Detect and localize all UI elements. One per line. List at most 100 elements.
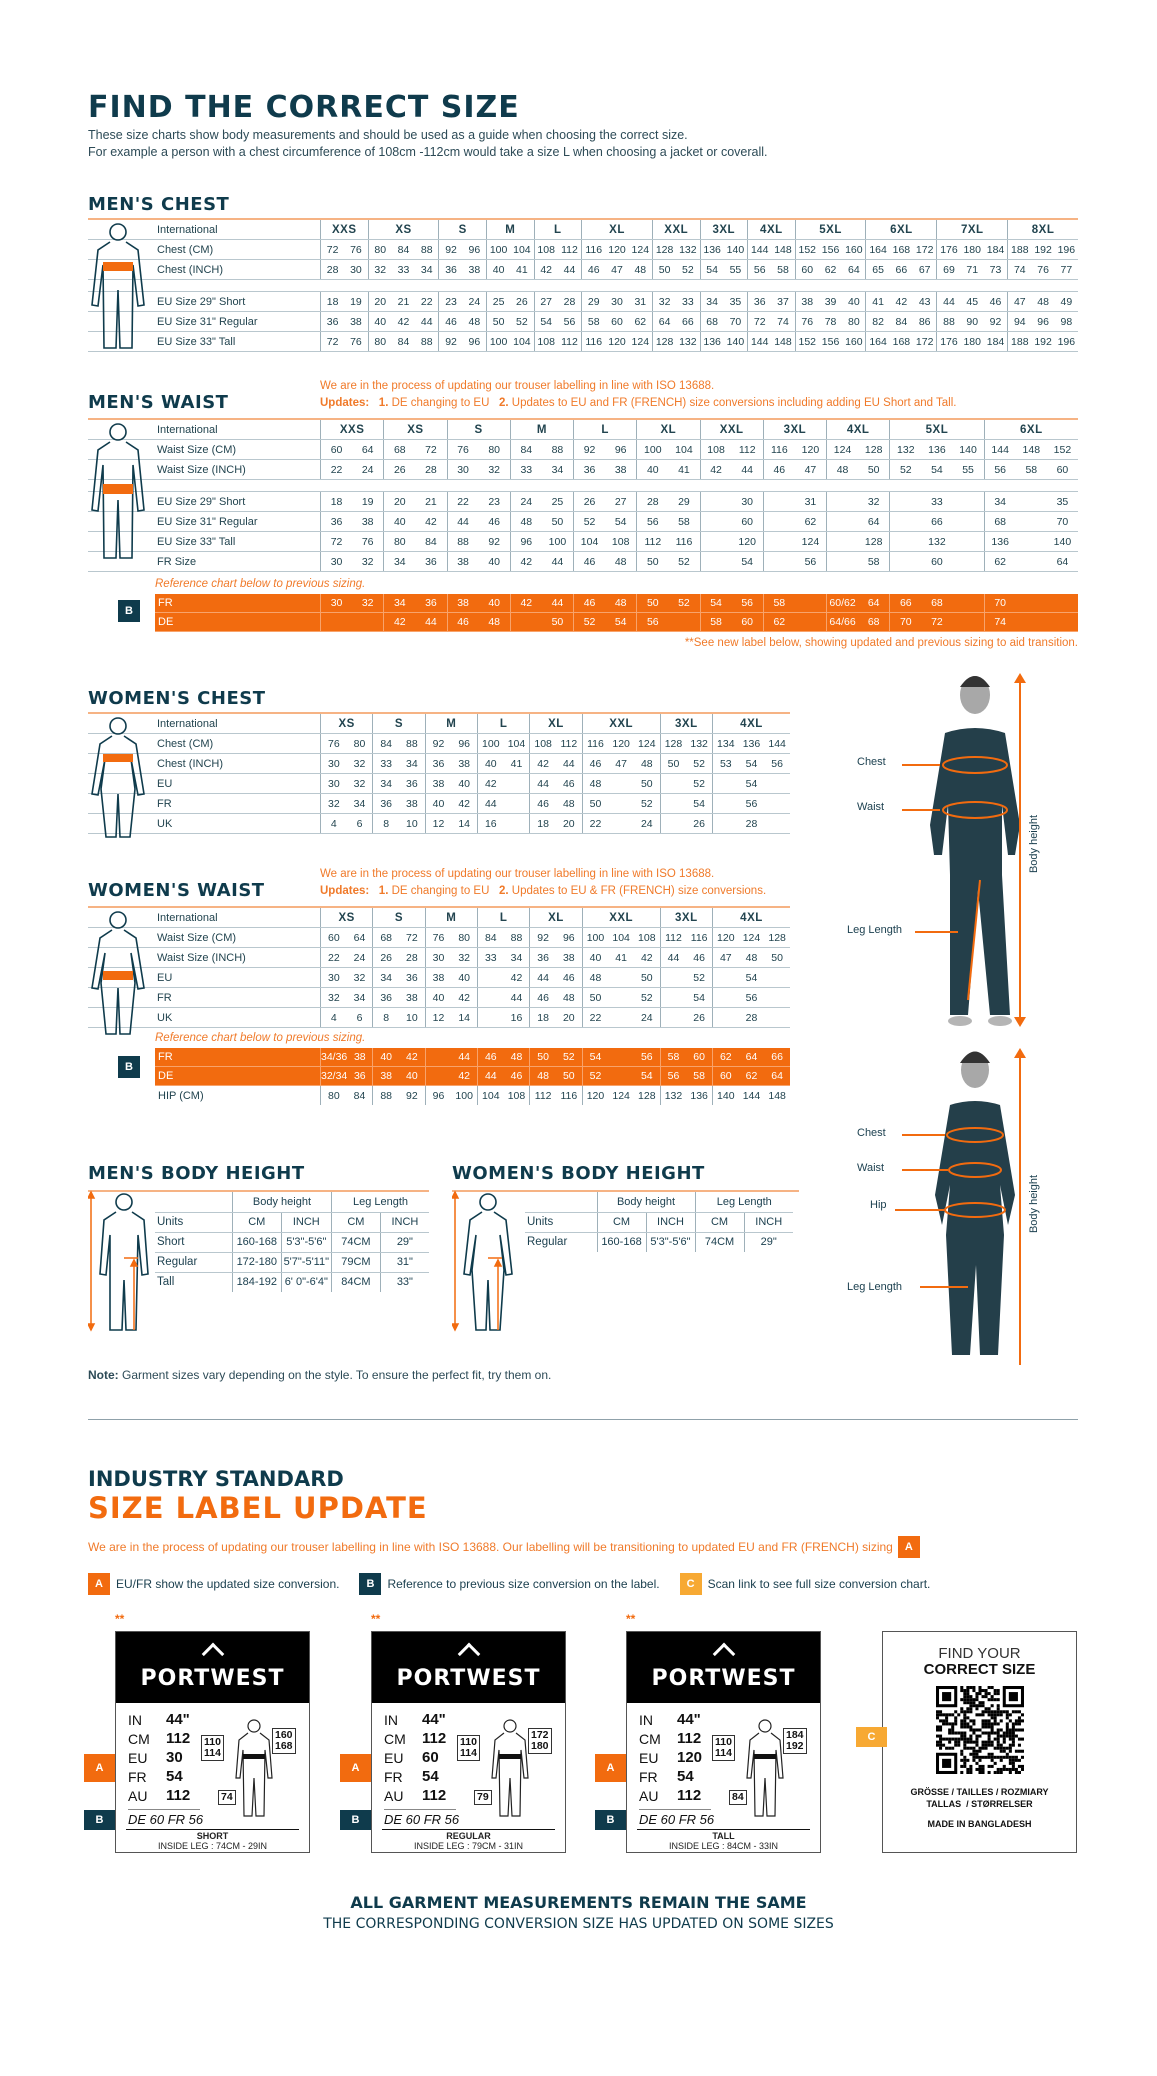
size-group: 16	[476, 814, 529, 833]
cell: 140	[1053, 535, 1072, 548]
cell: 34	[353, 991, 366, 1004]
badge-a: A	[88, 1573, 110, 1595]
previous-sizing-row: DE 32/34 36 38 40 42 44 46 48 50 52 54 56 58 60 62 64	[155, 1067, 790, 1086]
size-group: 112 116	[529, 1086, 581, 1105]
cell: 92	[432, 737, 445, 750]
size-group: 44	[476, 794, 529, 813]
cell: 68	[393, 443, 406, 456]
table-row: Waist Size (INCH) 22 24 26 28 30 32 33 34 36 38 40 4…	[88, 948, 790, 968]
cell: 28	[745, 817, 758, 830]
cell: 5'3"-5'6"	[645, 1232, 695, 1252]
cell: 58	[773, 597, 786, 609]
height-min: 184	[786, 1729, 804, 1741]
size-group: 104 108	[476, 1086, 529, 1105]
size-group: 32 33 34	[367, 260, 439, 279]
height-min: 160	[275, 1729, 293, 1741]
languages-line-1: GRÖSSE / TAILLES / ROZMIARY	[910, 1787, 1049, 1797]
updates-label: Updates:	[320, 885, 370, 897]
cell: 54	[710, 597, 722, 609]
size-group: 47 48 49	[1007, 292, 1078, 311]
cell: 52	[640, 797, 653, 810]
cell: 58	[1025, 463, 1038, 476]
cell: 14	[458, 817, 470, 830]
cell: 72	[330, 535, 343, 548]
qr-code-icon[interactable]	[935, 1686, 1025, 1774]
cell: 152	[1053, 443, 1072, 456]
cell: 42	[484, 777, 497, 790]
cell: 27	[540, 295, 553, 308]
unit: EU	[639, 1750, 659, 1766]
size-group: 34 36	[372, 774, 424, 793]
cell: 86	[918, 315, 931, 328]
row-label: UK	[157, 817, 173, 830]
row-label: International	[157, 223, 218, 236]
male-model-photo	[902, 673, 1026, 1027]
size-group-header: 6XL	[865, 220, 936, 239]
cell: 76	[432, 931, 445, 944]
legend-b-text: Reference to previous size conversion on…	[387, 1577, 660, 1591]
value: 44"	[677, 1711, 701, 1728]
size-group: 36 38	[320, 312, 368, 331]
table-row: UK 4 6 8 10 12 14 16 18 20 22 24 26 28	[88, 814, 790, 834]
size-group: 112 116	[659, 928, 712, 947]
size-group: 28 29	[636, 492, 699, 511]
cell: 88	[420, 335, 433, 348]
height-row-regular: Regular 160-168 5'3"-5'6" 74CM 29"	[525, 1232, 793, 1252]
cell: 44	[551, 597, 564, 609]
cell: 40	[380, 1051, 392, 1063]
cell: 50	[589, 797, 602, 810]
cell: 46	[773, 463, 786, 476]
cell: 74CM	[694, 1232, 744, 1252]
cell: 68	[380, 931, 392, 944]
cell: 156	[821, 243, 840, 256]
size-group: 54	[711, 968, 790, 987]
size-group: 36 38	[320, 512, 383, 531]
badge-a: A	[595, 1754, 626, 1782]
cell: 18	[326, 295, 339, 308]
cell: 14	[458, 1011, 470, 1024]
cell: 52	[693, 971, 705, 984]
table-header-row: International XS S M L XL XXL 3XL 4XL	[88, 908, 790, 928]
cell: 28	[326, 263, 339, 276]
cell: 128	[864, 535, 883, 548]
group-body-height: Body height	[596, 1192, 695, 1213]
cell: 8	[383, 1011, 390, 1024]
size-group: 60 64	[320, 928, 372, 947]
cell: 116	[690, 931, 708, 944]
cell: 80	[353, 737, 366, 750]
size-group: 38 39 40	[794, 292, 866, 311]
cell: 30	[741, 495, 754, 508]
size-group: 46 47	[762, 460, 826, 479]
cell: 43	[918, 295, 931, 308]
cell: 23	[488, 495, 501, 508]
cell: 104	[513, 243, 531, 256]
mens-footnote: **See new label below, showing updated a…	[684, 637, 1078, 649]
cell: 38	[350, 315, 362, 328]
cell: 45	[966, 295, 979, 308]
cell: 24	[520, 495, 533, 508]
cell: 54	[931, 463, 943, 476]
height-row-regular: Regular 172-180 5'7"-5'11" 79CM 31"	[155, 1252, 429, 1273]
cell: 108	[534, 737, 552, 750]
size-group-header: S	[446, 420, 510, 439]
cell: 26	[380, 951, 392, 964]
cell: 68	[994, 515, 1007, 528]
cell: 60	[741, 616, 754, 628]
cell: 54	[706, 263, 718, 276]
cell: 40	[432, 991, 445, 1004]
cell: 120	[612, 737, 630, 750]
cell: 48	[589, 777, 602, 790]
size-group: 38 40	[424, 968, 477, 987]
cell: 176	[940, 243, 958, 256]
size-group: 8 10	[372, 1008, 424, 1027]
cell: 34	[393, 555, 406, 568]
cell: 40	[847, 295, 860, 308]
size-group: 152 156 160	[794, 240, 866, 259]
cell: 23	[445, 295, 457, 308]
cell: 26	[583, 495, 596, 508]
size-group: 72 76	[320, 332, 368, 351]
waist-max: 114	[715, 1747, 732, 1759]
brand: PORTWEST	[651, 1666, 796, 1691]
previous-sizing-row: FR 34/36 38 40 42 44 46 48 50 52 54 56 58 60 62 64 66	[155, 1048, 790, 1067]
cell: 34	[551, 463, 564, 476]
